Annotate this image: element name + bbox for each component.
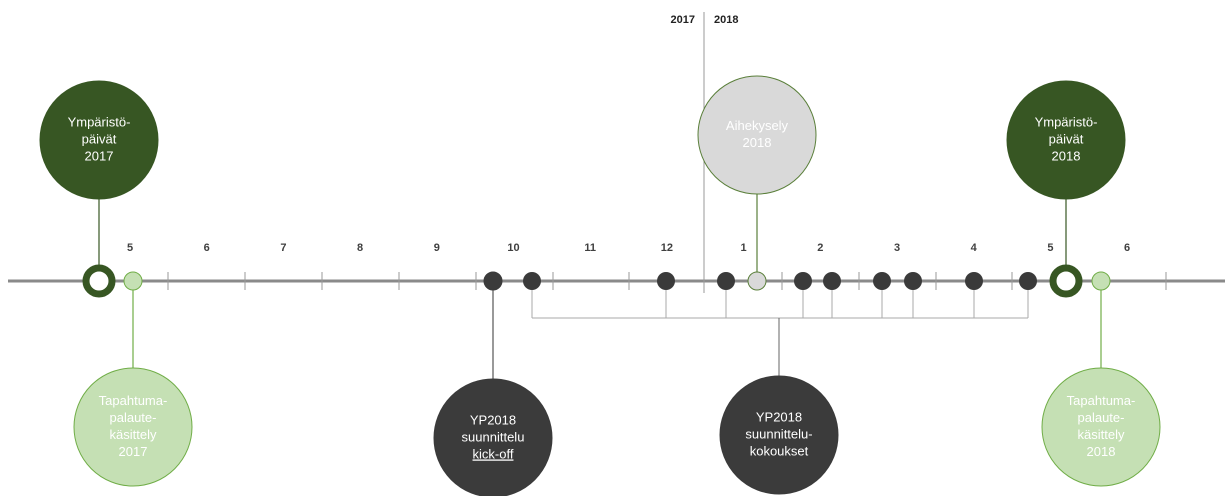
event-label: käsittely bbox=[110, 427, 157, 442]
event-label: päivät bbox=[1049, 131, 1084, 146]
event-circle bbox=[433, 378, 553, 496]
event-label: Aihekysely bbox=[726, 118, 789, 133]
event-label: YP2018 bbox=[470, 412, 516, 427]
event-circle bbox=[39, 80, 159, 200]
month-label: 2 bbox=[817, 242, 823, 254]
month-label: 4 bbox=[971, 242, 978, 254]
event-label: YP2018 bbox=[756, 409, 802, 424]
meeting-dot bbox=[794, 272, 812, 290]
month-label: 7 bbox=[280, 242, 286, 254]
year-label: 2017 bbox=[671, 14, 695, 26]
event-marker bbox=[1049, 264, 1083, 298]
month-label: 10 bbox=[507, 242, 519, 254]
month-label: 3 bbox=[894, 242, 900, 254]
event-label: suunnittelu bbox=[462, 429, 525, 444]
event-label: palaute- bbox=[1078, 410, 1125, 425]
meeting-dot bbox=[1019, 272, 1037, 290]
meeting-dot bbox=[717, 272, 735, 290]
event-circle bbox=[1006, 80, 1126, 200]
event-circle bbox=[73, 367, 193, 487]
event-marker bbox=[747, 271, 767, 291]
event-marker bbox=[483, 271, 503, 291]
event-marker bbox=[1091, 271, 1111, 291]
bracket bbox=[531, 281, 1029, 377]
meeting-dot bbox=[904, 272, 922, 290]
meeting-dot bbox=[823, 272, 841, 290]
month-label: 9 bbox=[434, 242, 440, 254]
meeting-dot bbox=[657, 272, 675, 290]
event-label: päivät bbox=[82, 131, 117, 146]
event-marker bbox=[82, 264, 116, 298]
event-label: 2018 bbox=[1052, 148, 1081, 163]
month-label: 5 bbox=[127, 242, 133, 254]
event-label: suunnittelu- bbox=[745, 426, 812, 441]
event-label: Tapahtuma- bbox=[99, 393, 168, 408]
event-label: 2017 bbox=[119, 444, 148, 459]
month-label: 12 bbox=[661, 242, 673, 254]
meeting-dot bbox=[523, 272, 541, 290]
event-marker bbox=[123, 271, 143, 291]
event-label: 2017 bbox=[85, 148, 114, 163]
event-label: kick-off bbox=[473, 446, 514, 461]
year-label: 2018 bbox=[714, 14, 738, 26]
event-label: käsittely bbox=[1078, 427, 1125, 442]
meeting-dot bbox=[873, 272, 891, 290]
event-circle bbox=[719, 375, 839, 495]
event-circle bbox=[1041, 367, 1161, 487]
month-label: 11 bbox=[584, 242, 596, 254]
event-label: palaute- bbox=[110, 410, 157, 425]
event-label: Ympäristö- bbox=[68, 114, 131, 129]
event-label: Tapahtuma- bbox=[1067, 393, 1136, 408]
event-label: 2018 bbox=[1087, 444, 1116, 459]
event-label: 2018 bbox=[743, 135, 772, 150]
event-circle bbox=[697, 75, 817, 195]
month-label: 1 bbox=[741, 242, 747, 254]
month-label: 5 bbox=[1047, 242, 1053, 254]
month-label: 8 bbox=[357, 242, 363, 254]
month-label: 6 bbox=[1124, 242, 1130, 254]
meeting-dot bbox=[965, 272, 983, 290]
month-label: 6 bbox=[204, 242, 210, 254]
event-label: Ympäristö- bbox=[1035, 114, 1098, 129]
event-label: kokoukset bbox=[750, 443, 809, 458]
